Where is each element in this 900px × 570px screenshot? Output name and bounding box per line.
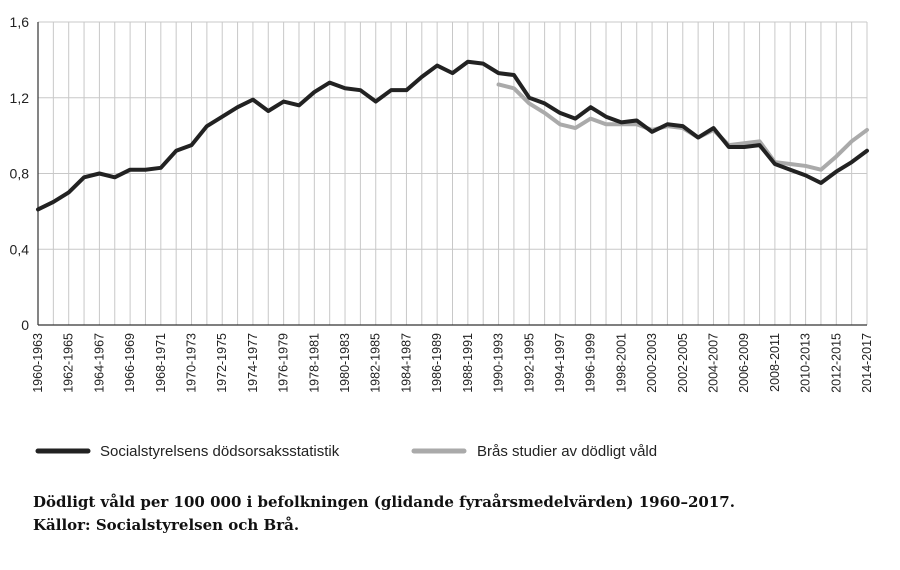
x-tick-label: 1984-1987 — [399, 333, 413, 393]
axes — [37, 22, 867, 326]
x-tick-label: 1968-1971 — [154, 333, 168, 393]
x-tick-label: 1974-1977 — [246, 333, 260, 393]
legend: Socialstyrelsens dödsorsaksstatistik Brå… — [35, 443, 657, 460]
series-lines — [36, 59, 869, 212]
y-tick-label: 1,6 — [10, 14, 30, 30]
x-tick-label: 1980-1983 — [338, 333, 352, 393]
x-tick-label: 1960-1963 — [31, 333, 45, 393]
x-tick-label: 2010-2013 — [799, 333, 813, 393]
x-tick-label: 1982-1985 — [369, 333, 383, 393]
x-tick-label: 2008-2011 — [768, 333, 782, 392]
x-tick-label: 2004-2007 — [706, 333, 720, 393]
x-tick-label: 1976-1979 — [277, 333, 291, 393]
series-line-socialstyrelsen — [36, 59, 869, 212]
y-tick-label: 0,8 — [10, 166, 30, 182]
x-tick-label: 1998-2001 — [614, 333, 628, 393]
y-tick-label: 0,4 — [10, 241, 30, 257]
x-tick-label: 2002-2005 — [676, 333, 690, 393]
x-tick-label: 1966-1969 — [123, 333, 137, 393]
y-tick-label: 0 — [21, 317, 29, 333]
x-tick-label: 2000-2003 — [645, 333, 659, 393]
x-tick-label: 1996-1999 — [584, 333, 598, 393]
y-tick-label: 1,2 — [10, 90, 30, 106]
x-tick-label: 2006-2009 — [737, 333, 751, 393]
x-tick-label: 1990-1993 — [492, 333, 506, 393]
legend-label-socialstyrelsen: Socialstyrelsens dödsorsaksstatistik — [100, 443, 340, 460]
x-tick-label: 2012-2015 — [829, 333, 843, 393]
y-axis-ticks: 0 0,4 0,8 1,2 1,6 — [10, 14, 30, 333]
gridlines — [37, 21, 868, 326]
x-axis-ticks: 1960-1963 1962-1965 1964-1967 1966-1969 1968… — [31, 333, 874, 393]
x-tick-label: 1972-1975 — [215, 333, 229, 393]
x-tick-label: 2014-2017 — [860, 333, 874, 393]
legend-label-bra: Brås studier av dödligt våld — [477, 443, 657, 460]
x-tick-label: 1970-1973 — [185, 333, 199, 393]
x-tick-label: 1986-1989 — [430, 333, 444, 393]
x-tick-label: 1978-1981 — [307, 333, 321, 393]
x-tick-label: 1988-1991 — [461, 333, 475, 393]
x-tick-label: 1994-1997 — [553, 333, 567, 393]
caption-sources: Källor: Socialstyrelsen och Brå. — [33, 516, 300, 534]
caption-title: Dödligt våld per 100 000 i befolkningen … — [33, 493, 735, 511]
x-tick-label: 1992-1995 — [522, 333, 536, 393]
x-tick-label: 1962-1965 — [62, 333, 76, 393]
x-tick-label: 1964-1967 — [92, 333, 106, 393]
